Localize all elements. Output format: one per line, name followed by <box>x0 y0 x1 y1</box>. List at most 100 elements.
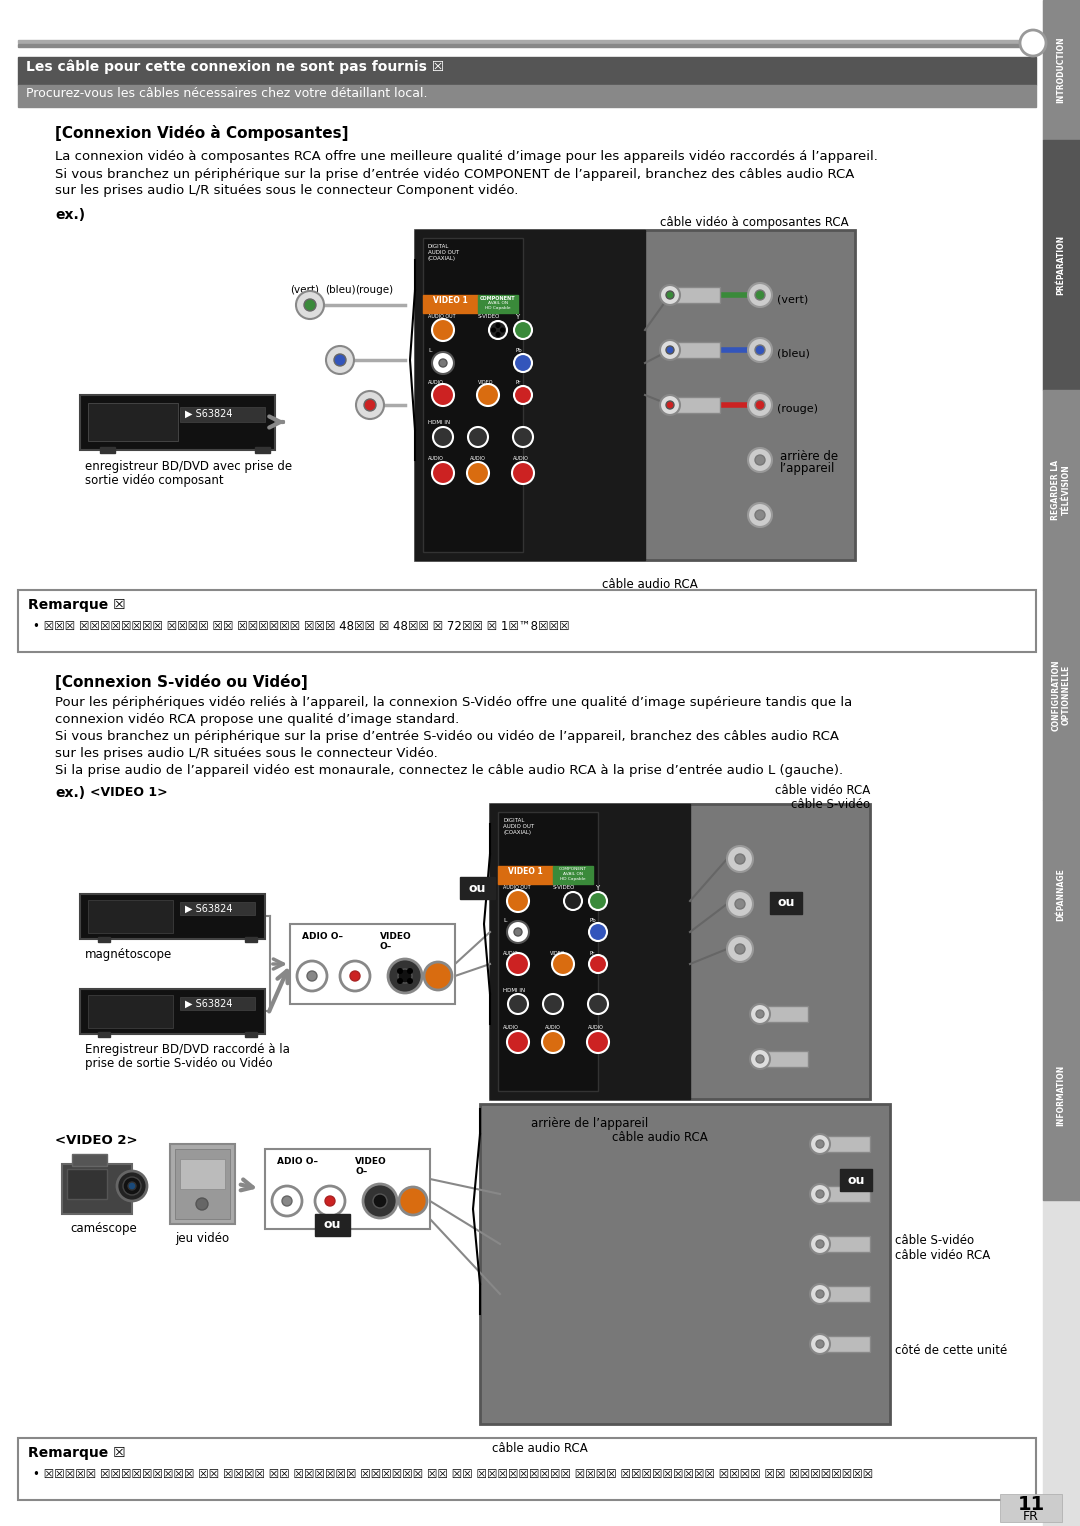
Circle shape <box>750 1048 770 1070</box>
Text: jeu vidéo: jeu vidéo <box>175 1231 229 1245</box>
Bar <box>670 342 720 359</box>
Bar <box>18 1437 1036 1500</box>
Circle shape <box>816 1190 824 1198</box>
Circle shape <box>514 928 522 935</box>
Circle shape <box>282 1196 292 1206</box>
Text: AVAIL ON: AVAIL ON <box>488 301 508 305</box>
Bar <box>415 230 855 560</box>
Text: ▶ S63824: ▶ S63824 <box>185 1000 232 1009</box>
Circle shape <box>756 1054 764 1064</box>
Circle shape <box>492 328 495 331</box>
Text: AUDIO: AUDIO <box>513 456 529 461</box>
Bar <box>87 995 173 1029</box>
Text: (vert): (vert) <box>777 295 808 304</box>
Text: L: L <box>428 348 432 353</box>
Text: ou: ou <box>848 1173 865 1187</box>
Circle shape <box>660 395 680 415</box>
Text: ex.): ex.) <box>55 786 85 800</box>
Bar <box>553 865 593 884</box>
Bar <box>180 996 255 1010</box>
Bar <box>62 1164 132 1215</box>
Text: VIDEO: VIDEO <box>478 380 494 385</box>
Bar <box>98 1032 110 1038</box>
Bar <box>1043 591 1080 800</box>
Circle shape <box>325 1196 335 1206</box>
Circle shape <box>307 971 318 981</box>
Bar <box>255 447 270 453</box>
Circle shape <box>497 324 499 327</box>
Text: enregistreur BD/DVD avec prise de: enregistreur BD/DVD avec prise de <box>85 459 292 473</box>
Text: La connexion vidéo à composantes RCA offre une meilleure qualité d’image pour le: La connexion vidéo à composantes RCA off… <box>55 150 878 163</box>
Text: VIDEO: VIDEO <box>550 951 566 955</box>
Circle shape <box>326 346 354 374</box>
Bar <box>1000 1494 1062 1521</box>
Circle shape <box>816 1289 824 1299</box>
Text: câble S-vidéo: câble S-vidéo <box>791 798 870 810</box>
Circle shape <box>542 1032 564 1053</box>
Circle shape <box>589 893 607 909</box>
Circle shape <box>467 462 489 484</box>
Text: câble audio RCA: câble audio RCA <box>603 578 698 591</box>
Circle shape <box>315 1186 345 1216</box>
Circle shape <box>303 299 316 311</box>
Text: Y: Y <box>595 885 599 891</box>
Text: sortie vidéo composant: sortie vidéo composant <box>85 475 224 487</box>
Text: <VIDEO 2>: <VIDEO 2> <box>55 1134 137 1148</box>
Bar <box>175 1149 230 1219</box>
Bar <box>1043 990 1080 1199</box>
Text: AUDIO: AUDIO <box>428 380 444 385</box>
Text: FR: FR <box>1023 1511 1039 1523</box>
Circle shape <box>123 1177 141 1195</box>
Bar <box>180 902 255 916</box>
Circle shape <box>468 427 488 447</box>
Bar <box>180 1160 225 1189</box>
Text: sur les prises audio L/R situées sous le connecteur Component vidéo.: sur les prises audio L/R situées sous le… <box>55 185 518 197</box>
Text: HDMI IN: HDMI IN <box>503 987 525 993</box>
Circle shape <box>748 394 772 417</box>
Circle shape <box>512 462 534 484</box>
Circle shape <box>514 320 532 339</box>
Bar <box>490 804 870 1099</box>
Circle shape <box>364 398 376 410</box>
Text: HD Capable: HD Capable <box>485 307 511 310</box>
Text: VIDEO 1: VIDEO 1 <box>433 296 468 305</box>
Circle shape <box>660 285 680 305</box>
Text: [Connexion S-vidéo ou Vidéo]: [Connexion S-vidéo ou Vidéo] <box>55 674 308 690</box>
Circle shape <box>816 1340 824 1347</box>
Circle shape <box>507 922 529 943</box>
Circle shape <box>816 1241 824 1248</box>
Text: Si vous branchez un périphérique sur la prise d’entrée S-vidéo ou vidéo de l’app: Si vous branchez un périphérique sur la … <box>55 729 839 743</box>
Circle shape <box>810 1334 831 1354</box>
Text: côté de cette unité: côté de cette unité <box>895 1344 1008 1357</box>
Text: AUDIO: AUDIO <box>428 456 444 461</box>
Text: (rouge): (rouge) <box>355 285 393 295</box>
Circle shape <box>399 1187 427 1215</box>
Circle shape <box>117 1170 147 1201</box>
Circle shape <box>477 385 499 406</box>
Bar <box>245 1032 257 1038</box>
Bar <box>498 865 553 884</box>
Bar <box>490 804 690 1099</box>
Text: Pb: Pb <box>590 919 597 923</box>
Text: VIDEO
O–: VIDEO O– <box>355 1157 387 1177</box>
Circle shape <box>755 510 765 520</box>
Text: câble vidéo RCA: câble vidéo RCA <box>895 1248 990 1262</box>
Bar <box>423 238 523 552</box>
Text: AUDIO: AUDIO <box>503 951 518 955</box>
Text: 11: 11 <box>1017 1495 1044 1514</box>
Circle shape <box>727 935 753 961</box>
Text: câble audio RCA: câble audio RCA <box>612 1131 707 1144</box>
Text: AUDIO: AUDIO <box>470 456 486 461</box>
Text: VIDEO 1: VIDEO 1 <box>508 867 542 876</box>
Text: prise de sortie S-vidéo ou Vidéo: prise de sortie S-vidéo ou Vidéo <box>85 1058 272 1070</box>
Bar <box>265 1149 430 1228</box>
Circle shape <box>755 290 765 301</box>
Circle shape <box>399 969 402 974</box>
Circle shape <box>363 1184 397 1218</box>
Circle shape <box>350 971 360 981</box>
Text: câble audio RCA: câble audio RCA <box>492 1442 588 1454</box>
Circle shape <box>508 993 528 1013</box>
Text: Y: Y <box>515 314 519 320</box>
Text: Pour les périphériques vidéo reliés à l’appareil, la connexion S-Vidéo offre une: Pour les périphériques vidéo reliés à l’… <box>55 696 852 710</box>
Text: câble vidéo à composantes RCA: câble vidéo à composantes RCA <box>660 217 849 229</box>
